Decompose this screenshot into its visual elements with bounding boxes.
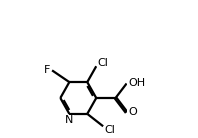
Text: F: F [44, 65, 51, 75]
Text: Cl: Cl [98, 58, 109, 68]
Text: O: O [128, 108, 137, 117]
Text: N: N [65, 115, 73, 125]
Text: OH: OH [128, 79, 145, 88]
Text: Cl: Cl [105, 125, 115, 135]
